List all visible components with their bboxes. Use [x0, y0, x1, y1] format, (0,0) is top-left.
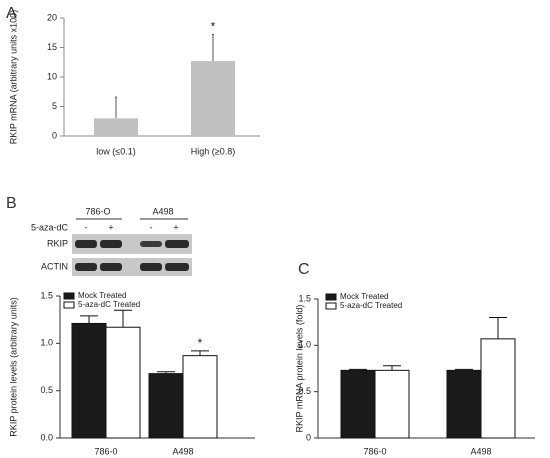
- y-tick-label: 15: [47, 42, 57, 52]
- y-axis-label: RKIP mRNA (arbitrary units x100): [8, 10, 18, 144]
- y-tick-label: 0: [52, 130, 57, 140]
- y-axis-label: RKIP mRNA protein levels (fold): [294, 305, 304, 433]
- treatment-label: 5-aza-dC: [31, 222, 69, 232]
- bar: [94, 118, 138, 136]
- band: [140, 241, 162, 247]
- bar: [480, 338, 516, 439]
- band: [165, 263, 189, 271]
- sign: -: [85, 222, 88, 232]
- x-tick-label: A498: [172, 446, 193, 456]
- row-label: ACTIN: [41, 261, 68, 271]
- legend-label: Mock Treated: [340, 292, 388, 301]
- band: [140, 263, 162, 271]
- annotation: *: [198, 336, 203, 350]
- legend-swatch: [63, 301, 75, 309]
- x-tick-label: High (≥0.8): [191, 146, 235, 156]
- bar: [446, 369, 482, 439]
- y-tick-label: 1.0: [40, 338, 53, 348]
- y-tick-label: 0.5: [40, 385, 53, 395]
- y-tick-label: 0.5: [298, 386, 311, 396]
- legend-label: 5-aza-dC Treated: [78, 300, 140, 309]
- x-tick-label: A498: [470, 446, 491, 456]
- bar: [148, 373, 184, 439]
- legend-label: 5-aza-dC Treated: [340, 301, 402, 310]
- y-tick-label: 1.5: [40, 290, 53, 300]
- western-blot: 786-O A498 5-aza-dC - + - + RKIP ACTIN: [31, 206, 192, 276]
- band: [165, 240, 189, 248]
- blot-strip: [72, 234, 192, 254]
- bar: [71, 322, 107, 439]
- bar: [191, 61, 235, 136]
- y-tick-label: 0.0: [40, 432, 53, 442]
- band: [75, 263, 97, 271]
- y-tick-label: 5: [52, 101, 57, 111]
- blot-group: A498: [152, 206, 173, 216]
- annotation: *: [211, 20, 216, 34]
- sign: +: [173, 222, 178, 232]
- y-tick-label: 1.5: [298, 293, 311, 303]
- bar: [374, 369, 410, 439]
- band: [75, 240, 97, 248]
- bar: [182, 355, 218, 439]
- x-tick-label: low (≤0.1): [96, 146, 135, 156]
- legend-swatch: [325, 302, 337, 310]
- panel-label: C: [298, 261, 310, 278]
- band: [100, 240, 122, 248]
- legend-swatch: [325, 293, 337, 301]
- bar: [105, 326, 141, 439]
- panel-label: B: [6, 195, 17, 212]
- bar: [340, 369, 376, 439]
- panel-label: A: [6, 5, 17, 22]
- legend-label: Mock Treated: [78, 291, 126, 300]
- y-tick-label: 10: [47, 71, 57, 81]
- y-tick-label: 20: [47, 12, 57, 22]
- y-axis-label: RKIP protein levels (arbitrary units): [8, 297, 18, 436]
- band: [100, 263, 122, 271]
- row-label: RKIP: [47, 238, 68, 248]
- x-tick-label: 786-0: [363, 446, 386, 456]
- sign: -: [150, 222, 153, 232]
- sign: +: [108, 222, 113, 232]
- blot-group: 786-O: [85, 206, 110, 216]
- blot-strip: [72, 258, 192, 276]
- x-tick-label: 786-0: [94, 446, 117, 456]
- legend-swatch: [63, 292, 75, 300]
- y-tick-label: 0: [306, 432, 311, 442]
- y-tick-label: 1.0: [298, 340, 311, 350]
